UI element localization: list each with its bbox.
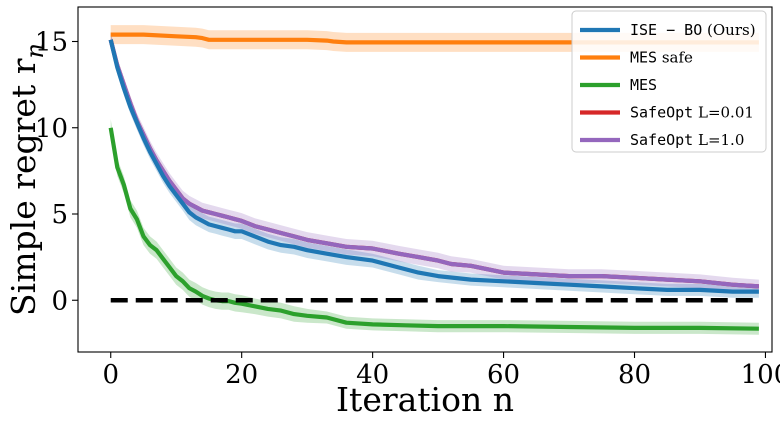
x-axis-label: Iteration n	[336, 380, 514, 419]
x-tick-label: 60	[487, 360, 520, 390]
legend-label-rest: L=1.0	[693, 131, 744, 149]
line-mes-safe	[110, 32, 759, 45]
legend-label-rest: safe	[657, 49, 693, 67]
legend-label-ise-bo-ours-: ISE − BO (Ours)	[630, 21, 756, 39]
legend-label-mes: MES	[630, 76, 657, 94]
x-axis-ticks: 0 20 40 60 80 100	[102, 352, 780, 390]
line-ise-bo-ours-	[108, 39, 759, 294]
plot-frame	[77, 6, 773, 353]
x-tick-label: 80	[618, 360, 651, 390]
legend-label-rest: L=0.01	[693, 104, 754, 122]
y-axis-label-subscript: n	[21, 43, 49, 58]
legend-label-safeopt-l-1-0: SafeOpt L=1.0	[630, 131, 744, 149]
legend-label-mono: MES	[630, 76, 657, 94]
legend-label-rest: (Ours)	[702, 21, 755, 39]
band-safeopt-l-1-0	[110, 32, 759, 294]
y-tick-label: 15	[35, 28, 68, 58]
x-tick-label: 40	[356, 360, 389, 390]
x-tick-label: 20	[225, 360, 258, 390]
legend-label-mono: MES	[630, 49, 657, 67]
legend-label-mono: SafeOpt	[630, 104, 693, 122]
legend-label-mono: SafeOpt	[630, 131, 693, 149]
y-axis-label-main: Simple regret r	[4, 58, 43, 316]
legend-label-mes-safe: MES safe	[630, 49, 693, 67]
y-tick-label: 10	[35, 114, 68, 144]
x-tick-label: 0	[102, 360, 119, 390]
x-tick-label: 100	[741, 360, 780, 390]
y-tick-label: 0	[51, 286, 68, 316]
y-axis-label: Simple regret rn	[4, 43, 49, 316]
y-axis-ticks: 0 5 10 15	[35, 28, 78, 316]
legend-label-mono: ISE − BO	[630, 21, 702, 39]
legend-label-safeopt-l-0-01: SafeOpt L=0.01	[630, 104, 754, 122]
y-tick-label: 5	[51, 200, 68, 230]
legend-box	[571, 10, 767, 153]
